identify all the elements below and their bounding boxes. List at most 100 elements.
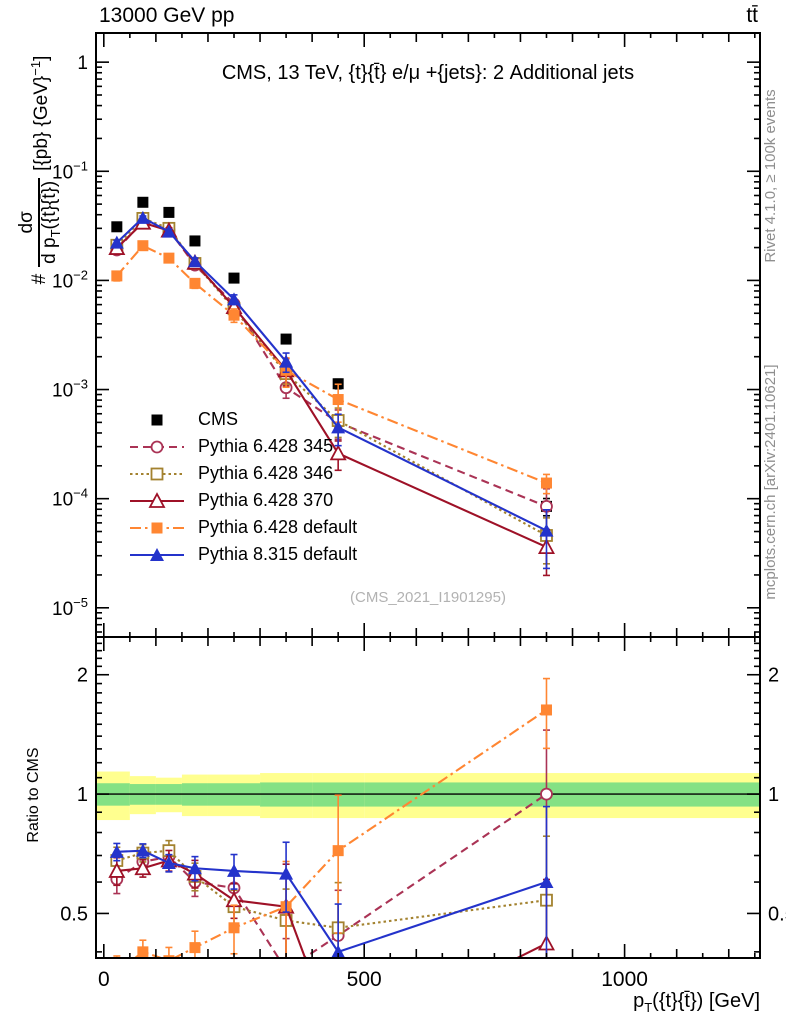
- legend-entry: Pythia 6.428 370: [128, 487, 357, 514]
- ylabel-units: [{pb} {GeV}−1]: [28, 56, 53, 171]
- ratio-ytick-label: 1: [77, 784, 88, 806]
- axis-ticks: [96, 33, 760, 958]
- data-marker: [187, 861, 202, 875]
- data-marker: [135, 843, 150, 857]
- data-marker: [111, 221, 123, 233]
- ratio-ytick-label: 0.5: [768, 903, 786, 925]
- series-line: [116, 849, 547, 954]
- xtick-label: 1000: [601, 968, 648, 991]
- series-line: [116, 849, 547, 929]
- data-marker: [161, 856, 176, 870]
- ylabel-den-base: d p: [38, 237, 60, 264]
- legend-entry: Pythia 6.428 default: [128, 514, 357, 541]
- ratio-ytick-label: 0.5: [60, 903, 88, 925]
- series-pythia-8-315-default: [109, 210, 554, 570]
- ratio-ytick-label: 2: [77, 665, 88, 687]
- ylabel-numerator: dσ: [15, 211, 37, 234]
- legend-marker-sample: [130, 440, 184, 453]
- data-marker: [228, 272, 240, 284]
- ylabel-fraction: dσ d pT({t}{t̄}): [15, 177, 64, 267]
- rivet-version-text: Rivet 4.1.0, ≥ 100k events: [762, 89, 779, 263]
- ylabel-den-rest: ({t}{t̄}): [38, 180, 60, 230]
- main-ytick-label: 10−5: [52, 595, 88, 620]
- main-ytick-label: 10−1: [52, 158, 88, 183]
- series-line: [133, 709, 548, 958]
- data-marker: [189, 277, 201, 289]
- legend-label: Pythia 8.315 default: [198, 544, 358, 564]
- data-marker: [135, 210, 150, 224]
- data-marker: [111, 270, 123, 282]
- series-pythia-6-428-345: [110, 729, 553, 976]
- legend-label: Pythia 6.428 345: [198, 436, 334, 456]
- ratio-uncertainty-bands: [96, 771, 760, 821]
- data-marker: [332, 845, 344, 857]
- data-marker: [150, 467, 164, 480]
- legend-label: CMS: [198, 409, 238, 429]
- data-marker: [228, 309, 240, 321]
- data-marker: [151, 522, 163, 533]
- xtick-label: 0: [98, 968, 110, 991]
- data-marker: [539, 523, 554, 537]
- data-marker: [161, 224, 176, 238]
- ratio-ytick-label: 2: [768, 665, 779, 687]
- data-marker: [540, 787, 553, 801]
- ylabel-denominator: d pT({t}{t̄}): [37, 177, 64, 267]
- data-marker: [225, 891, 243, 908]
- ylabel-units-open: [{pb} {GeV}: [30, 75, 52, 171]
- legend-entry: Pythia 8.315 default: [128, 541, 357, 568]
- plot-title: CMS, 13 TeV, {t}{t̄} e/μ +{jets}: 2 Addi…: [221, 62, 635, 84]
- series-pythia-6-428-346: [110, 835, 553, 958]
- data-marker: [111, 967, 122, 978]
- axis-tick-labels: 1 10−1 10−2 10−3 10−4 10−5 2 2 1 1 0.5 0.5 0 500 1000: [52, 53, 786, 991]
- ylabel-prefix: #: [29, 273, 50, 285]
- legend-entry: Pythia 6.428 346: [128, 460, 357, 487]
- data-marker: [228, 922, 240, 934]
- main-ytick-label: 1: [77, 53, 88, 74]
- ylabel-units-close: ]: [30, 55, 52, 61]
- ylabel-den-sub: T: [47, 229, 63, 238]
- data-marker: [331, 420, 346, 434]
- data-marker: [332, 394, 344, 406]
- data-marker: [187, 254, 202, 268]
- data-marker: [227, 292, 242, 306]
- data-marker: [540, 477, 552, 489]
- legend-entry: Pythia 6.428 345: [128, 433, 357, 460]
- data-marker: [281, 965, 292, 976]
- legend: CMS Pythia 6.428 345 Pythia 6.428 346 Pythi…: [128, 406, 357, 568]
- xlabel-base: p: [633, 990, 645, 1012]
- main-ytick-label: 10−2: [52, 267, 88, 292]
- mcplots-reference-text: mcplots.cern.ch [arXiv:2401.10621]: [762, 364, 779, 600]
- data-marker: [279, 866, 294, 880]
- data-marker: [137, 196, 149, 208]
- data-marker: [134, 859, 152, 876]
- x-axis-label: pT({t}{t̄}) [GeV]: [633, 990, 760, 1015]
- data-marker: [163, 206, 175, 218]
- data-marker: [540, 704, 552, 716]
- legend-marker-sample: [130, 491, 184, 508]
- series-line: [116, 859, 547, 958]
- xlabel-rest: ({t}{t̄}) [GeV]: [652, 990, 760, 1012]
- data-marker: [189, 942, 201, 954]
- legend-marker-sample: [130, 522, 184, 533]
- ratio-ytick-label: 1: [768, 784, 779, 806]
- xtick-label: 500: [347, 968, 382, 991]
- data-marker: [163, 252, 175, 264]
- data-marker: [148, 491, 166, 508]
- header-beam-energy: 13000 GeV pp: [99, 4, 235, 27]
- data-marker: [331, 944, 346, 958]
- data-marker: [137, 240, 149, 252]
- legend-marker-sample: [151, 414, 163, 425]
- panel-frame: [95, 636, 761, 959]
- analysis-watermark: (CMS_2021_I1901295): [350, 589, 506, 606]
- data-marker: [279, 354, 294, 368]
- legend-label: Pythia 6.428 346: [198, 463, 334, 483]
- xlabel-sub: T: [644, 1000, 653, 1015]
- legend-marker-sample: [130, 467, 184, 480]
- data-marker: [163, 955, 175, 958]
- series-pythia-8-315-default: [109, 805, 554, 958]
- data-marker: [280, 333, 292, 345]
- ylabel-units-sup: −1: [27, 60, 43, 76]
- ratio-y-axis-label: Ratio to CMS: [25, 747, 42, 843]
